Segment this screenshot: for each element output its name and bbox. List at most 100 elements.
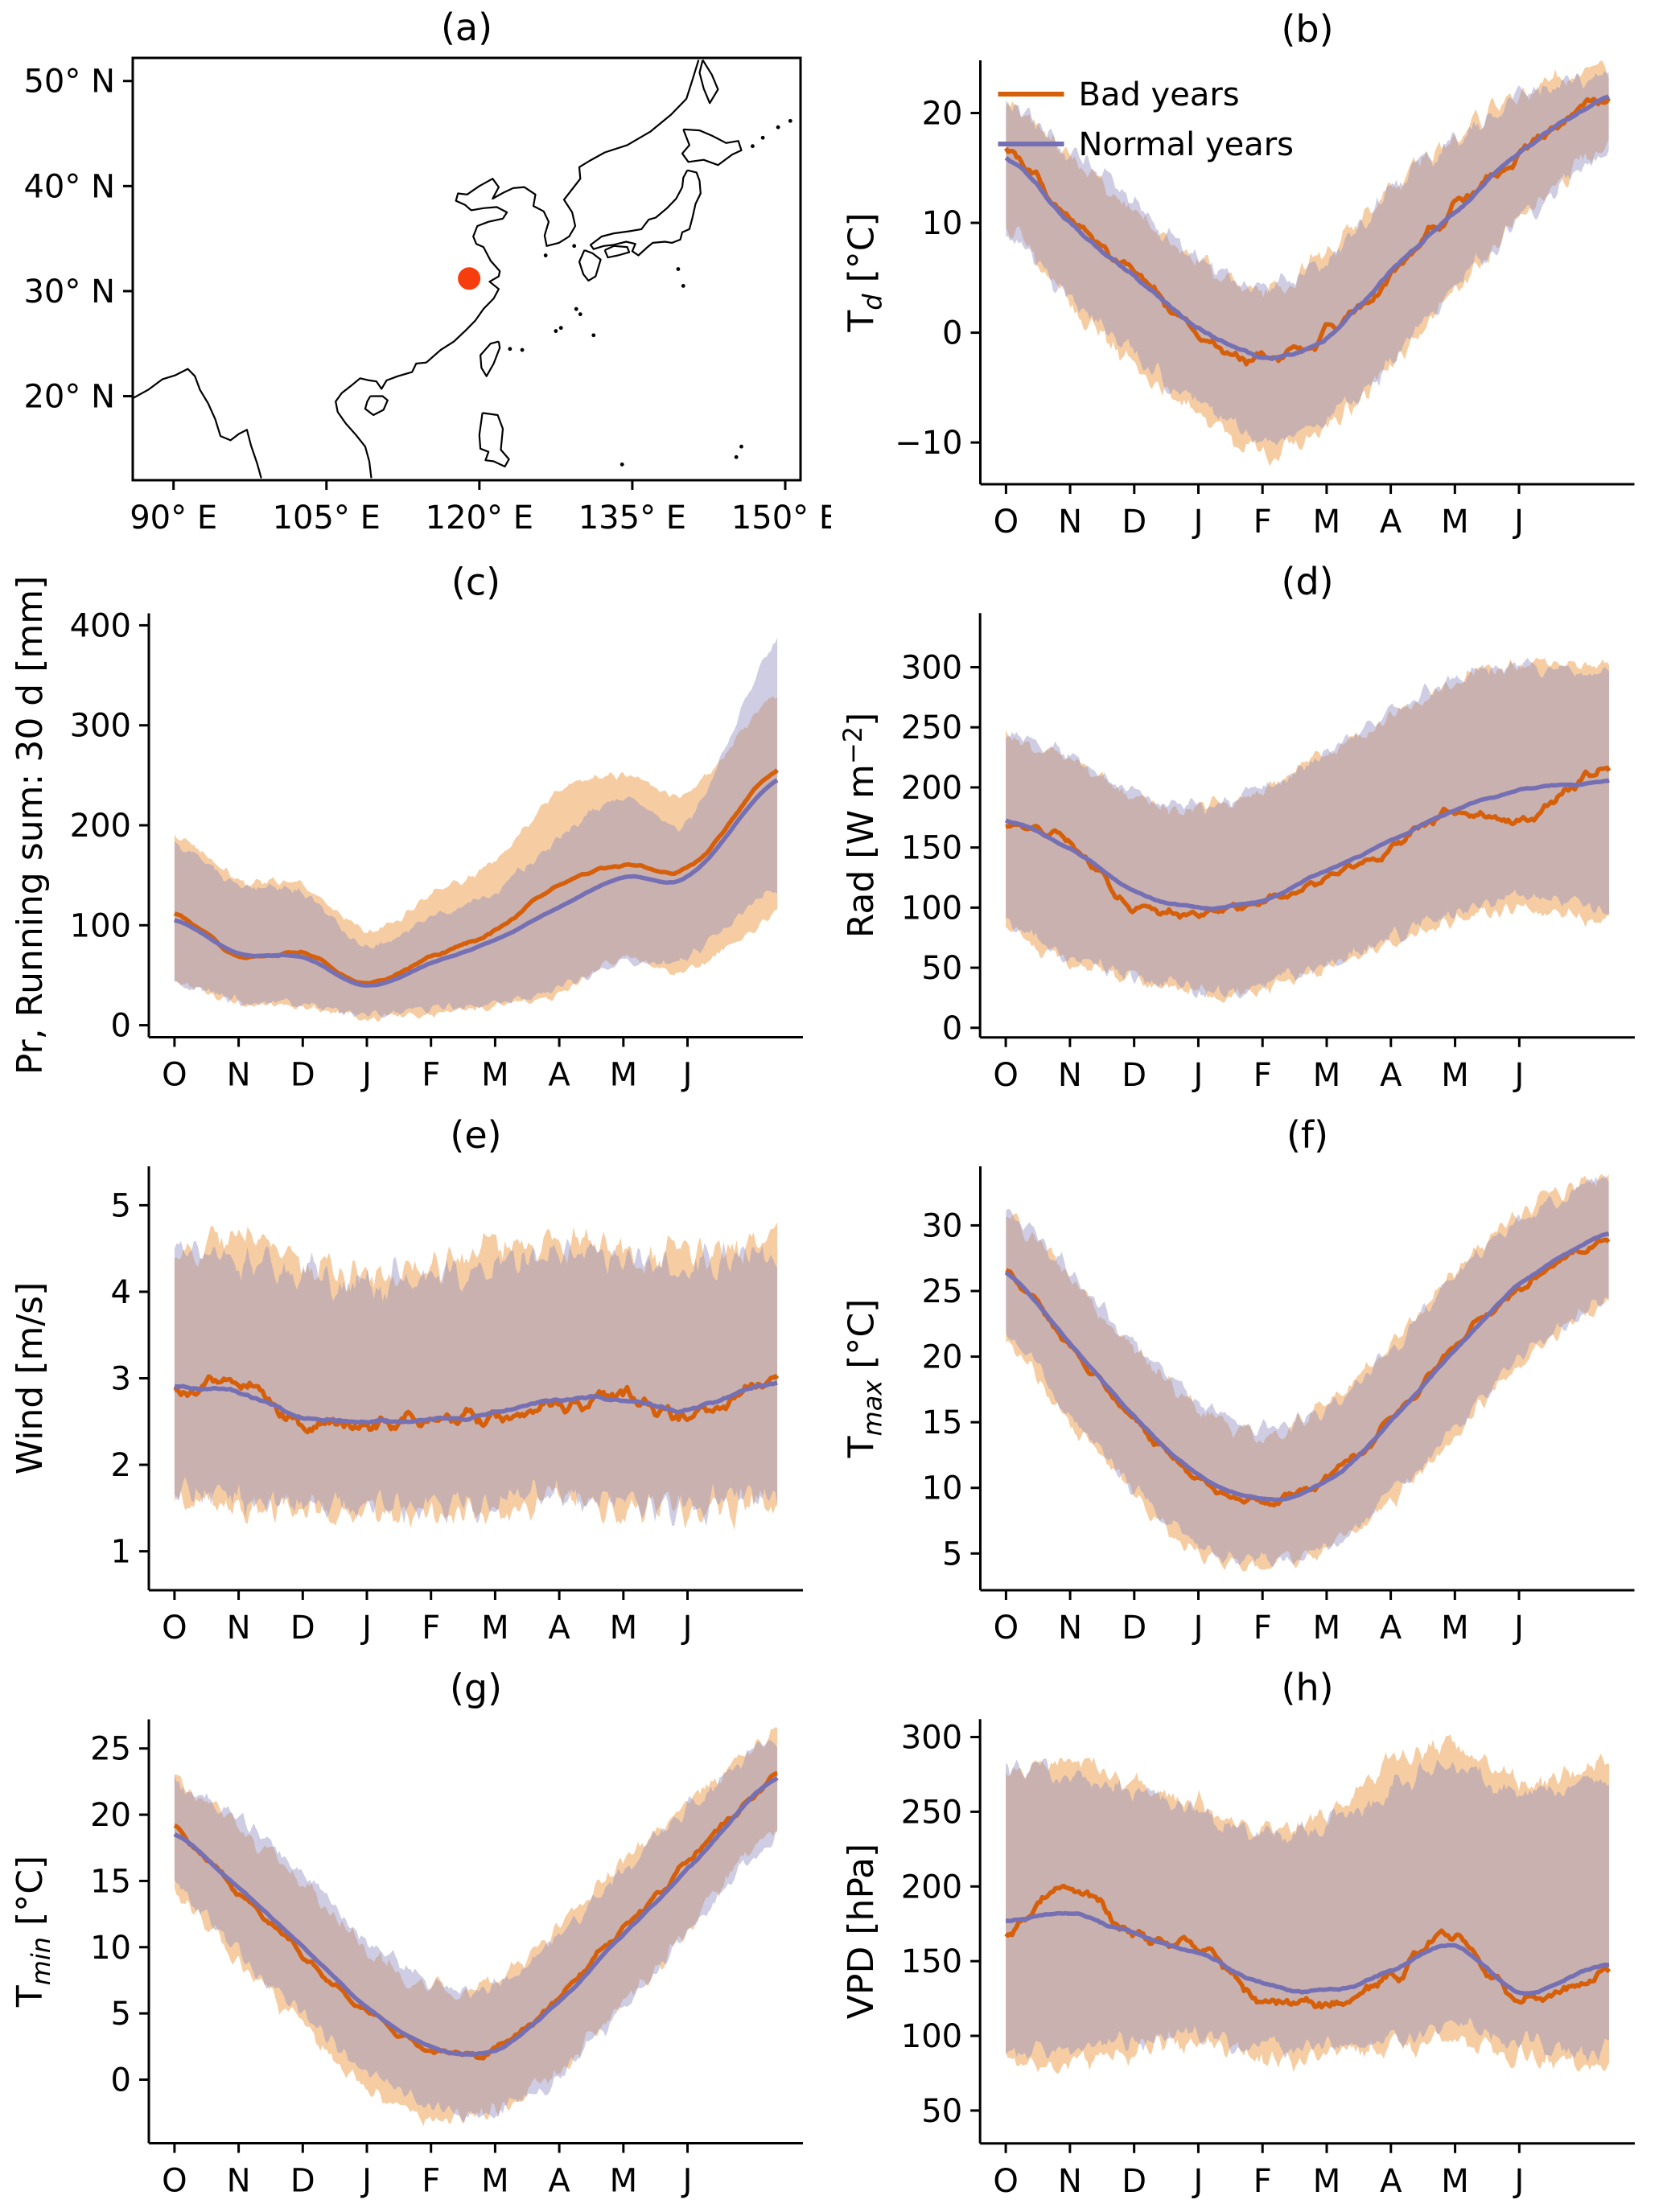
panel-d-rad-chart: (d) 0 50 100 150 200 250 300 O N D J F M A M J Rad [W m−2… (831, 553, 1663, 1106)
panel-c-svg: (c) 0 100 200 300 400 O N D J F M A M J Pr, Running sum… (10, 561, 803, 1094)
panel-title: (c) (451, 561, 500, 604)
x-tick-label: A (548, 1057, 570, 1094)
island-dot (520, 347, 525, 352)
coastline (335, 60, 700, 479)
island-dot (676, 267, 681, 271)
x-tick-label: M (481, 1610, 509, 1647)
island-dot (739, 444, 743, 449)
lat-tick-label: 40° N (23, 168, 115, 205)
panel-h-vpd-chart: (h) 50 100 150 200 250 300 O N D J F M A M J VPD [hPa] (831, 1659, 1663, 2212)
y-tick-label: 50 (921, 950, 962, 987)
x-tick-label: M (1313, 504, 1341, 541)
y-tick-label: 10 (922, 205, 963, 242)
y-axis-label: Tmin​ [°C] (10, 1856, 56, 2008)
lon-tick-label: 150° E (731, 500, 831, 537)
x-tick-label: M (1441, 504, 1469, 541)
y-axis-label: Td​ [°C] (842, 212, 888, 332)
island-dot (543, 253, 548, 257)
normal-years-line (173, 778, 779, 988)
lon-tick-label: 120° E (426, 500, 533, 537)
y-tick-label: 300 (70, 708, 131, 745)
normal-years-band (1006, 1758, 1610, 2063)
island-dot (558, 326, 563, 331)
panel-f-tmax-chart: (f) 5 10 15 20 25 30 O N D J F M A M J Tmax​ [°C] (831, 1106, 1663, 1659)
x-tick-label: J (681, 1610, 693, 1647)
x-tick-label: N (227, 1610, 251, 1647)
island-dot (803, 109, 807, 113)
y-tick-label: 300 (901, 1720, 962, 1757)
x-tick-label: M (610, 2163, 638, 2200)
y-tick-label: 100 (901, 2018, 962, 2055)
y-tick-label: 20 (922, 1339, 963, 1376)
x-tick-label: O (993, 1057, 1019, 1094)
x-tick-label: N (1058, 504, 1082, 541)
panel-a-map: (a) 20° N 30° N 40° N 50° N 90° E 105° E 120° E… (0, 0, 831, 553)
lon-tick-label: 105° E (273, 500, 381, 537)
island-dot (554, 329, 558, 333)
x-tick-label: N (227, 1057, 251, 1094)
normal-years-line (1004, 94, 1610, 361)
panel-e-wind-chart: (e) 1 2 3 4 5 O N D J F M A M J Wind [m/s] (0, 1106, 831, 1659)
x-tick-label: M (1441, 1057, 1469, 1094)
x-tick-label: J (1512, 1610, 1524, 1647)
x-tick-label: J (1512, 2163, 1524, 2200)
y-axis-label: Rad [W m−2​] (838, 713, 882, 939)
x-tick-label: J (360, 1057, 372, 1094)
y-tick-label: 30 (922, 1207, 963, 1244)
y-tick-label: 150 (901, 830, 962, 867)
bad-years-band (1006, 60, 1609, 467)
normal-years-band (174, 1740, 778, 2123)
y-tick-label: 200 (70, 808, 131, 845)
x-tick-label: J (1192, 2163, 1204, 2200)
y-tick-label: 100 (901, 890, 962, 927)
panel-title: (d) (1282, 560, 1334, 603)
normal-years-line (1004, 1231, 1610, 1503)
y-tick-label: 4 (111, 1274, 131, 1311)
normal-years-band (174, 637, 778, 1018)
x-tick-label: M (481, 2163, 509, 2200)
y-tick-label: 10 (90, 1930, 131, 1967)
island-dot (578, 312, 582, 317)
x-tick-label: A (1380, 504, 1402, 541)
panel-b-td-chart: (b) −10 0 10 20 O N D J F M A M J Td​ [°C] Bad years Nor… (831, 0, 1663, 553)
x-tick-label: N (1058, 1057, 1082, 1094)
y-tick-label: 250 (901, 709, 962, 746)
panel-c-precip-chart: (c) 0 100 200 300 400 O N D J F M A M J Pr, Running sum… (0, 553, 831, 1106)
x-tick-label: J (681, 2163, 693, 2200)
x-tick-label: A (1380, 2163, 1402, 2200)
island-dot (620, 463, 624, 467)
x-tick-label: O (994, 1610, 1019, 1647)
bad-years-band (174, 1727, 778, 2127)
x-tick-label: J (1512, 1057, 1524, 1094)
normal-years-line (1005, 1910, 1610, 1996)
y-tick-label: 3 (111, 1361, 131, 1398)
y-tick-label: 5 (942, 1536, 962, 1573)
bad-years-band (174, 696, 778, 1022)
x-tick-label: N (1058, 2163, 1082, 2200)
coastline (698, 60, 719, 105)
panel-h-svg: (h) 50 100 150 200 250 300 O N D J F M A M J VPD [hPa] (841, 1666, 1635, 2200)
y-tick-label: 250 (901, 1794, 962, 1831)
x-tick-label: D (1122, 504, 1146, 541)
x-tick-label: O (162, 2163, 187, 2200)
y-tick-label: 20 (922, 96, 963, 133)
y-tick-label: 10 (922, 1470, 963, 1507)
panel-title: (h) (1282, 1666, 1334, 1709)
coastline (364, 395, 389, 417)
island-dot (591, 333, 596, 338)
x-tick-label: A (1380, 1057, 1402, 1094)
y-tick-label: 400 (70, 607, 131, 644)
normal-years-band (174, 1239, 778, 1527)
coastline (478, 412, 510, 468)
legend-bad-years-label: Bad years (1079, 76, 1240, 113)
x-tick-label: M (1313, 2163, 1341, 2200)
y-axis-label: Wind [m/s] (10, 1282, 51, 1475)
lat-tick-label: 30° N (23, 273, 115, 310)
island-dot (508, 347, 512, 352)
normal-years-line (173, 1380, 778, 1425)
coastlines (133, 60, 807, 479)
y-tick-label: 0 (111, 2062, 131, 2099)
coastline (603, 245, 631, 259)
x-tick-label: D (1122, 2163, 1146, 2200)
